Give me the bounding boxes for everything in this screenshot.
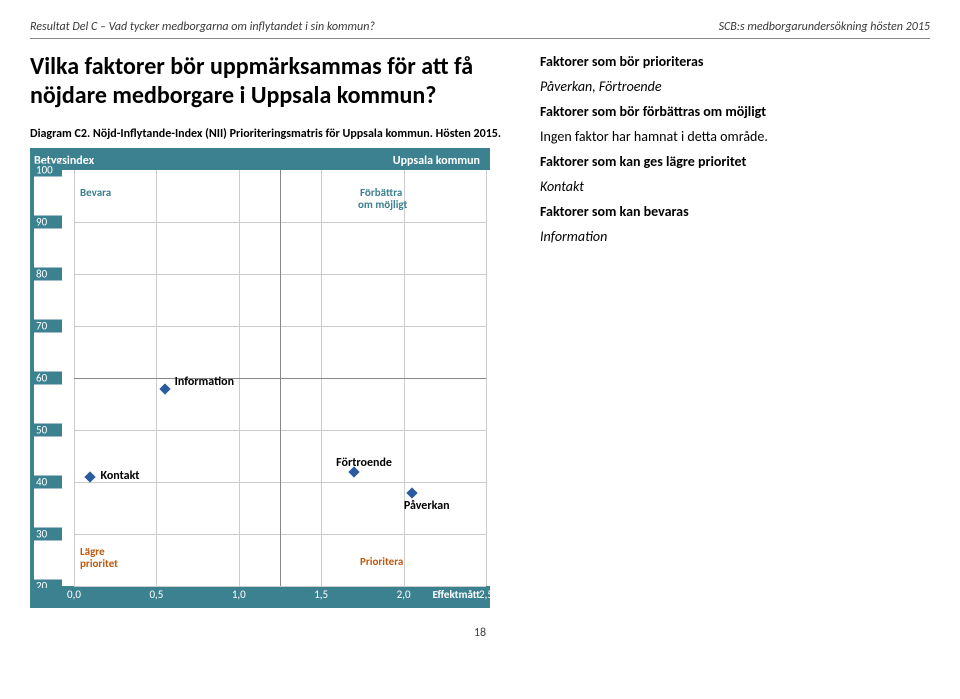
rc-h1: Faktorer som bör prioriteras	[540, 53, 930, 70]
page-header: Resultat Del C – Vad tycker medborgarna …	[30, 20, 930, 39]
header-right: SCB:s medborgarundersökning hösten 2015	[719, 20, 930, 34]
y-tick-label: 90	[32, 216, 62, 229]
y-tick-label: 40	[32, 476, 62, 489]
x-tick-label: 1,5	[314, 588, 328, 601]
x-tick-label: 1,0	[232, 588, 246, 601]
y-tick-label: 50	[32, 424, 62, 437]
rc-l1: Påverkan, Förtroende	[540, 78, 930, 95]
chart-series-label: Uppsala kommun	[112, 150, 488, 170]
priority-matrix-chart: Betygsindex Uppsala kommun 1009080706050…	[30, 148, 490, 608]
chart-point	[85, 471, 96, 482]
quadrant-label: Bevara	[80, 186, 111, 199]
chart-point-label: Förtroende	[336, 456, 392, 470]
rc-l3: Kontakt	[540, 178, 930, 195]
x-tick-label: 2,5	[479, 588, 493, 601]
y-tick-label: 30	[32, 528, 62, 541]
chart-point	[406, 487, 417, 498]
rc-l4: Information	[540, 228, 930, 245]
x-tick-label: 0,0	[67, 588, 81, 601]
rc-h4: Faktorer som kan bevaras	[540, 203, 930, 220]
rc-h2: Faktorer som bör förbättras om möjligt	[540, 103, 930, 120]
quadrant-label: om möjligt	[358, 198, 407, 211]
rc-l2: Ingen faktor har hamnat i detta område.	[540, 128, 930, 145]
y-tick-label: 100	[32, 164, 62, 177]
quadrant-label: prioritet	[80, 557, 118, 570]
x-tick-label: 0,5	[149, 588, 163, 601]
x-tick-label: 2,0	[397, 588, 411, 601]
x-axis-title: Effektmått	[432, 588, 480, 601]
header-left: Resultat Del C – Vad tycker medborgarna …	[30, 20, 375, 34]
chart-point-label: Information	[175, 375, 234, 389]
commentary-block: Faktorer som bör prioriteras Påverkan, F…	[540, 53, 930, 608]
y-tick-label: 60	[32, 372, 62, 385]
page-number: 18	[30, 626, 930, 640]
chart-point	[159, 383, 170, 394]
chart-point-label: Påverkan	[404, 499, 450, 513]
chart-point-label: Kontakt	[100, 469, 139, 483]
y-tick-label: 70	[32, 320, 62, 333]
rc-h3: Faktorer som kan ges lägre prioritet	[540, 153, 930, 170]
y-tick-label: 80	[32, 268, 62, 281]
quadrant-label: Prioritera	[360, 555, 403, 568]
main-heading: Vilka faktorer bör uppmärksammas för att…	[30, 53, 510, 111]
diagram-caption: Diagram C2. Nöjd-Inflytande-Index (NII) …	[30, 127, 510, 143]
